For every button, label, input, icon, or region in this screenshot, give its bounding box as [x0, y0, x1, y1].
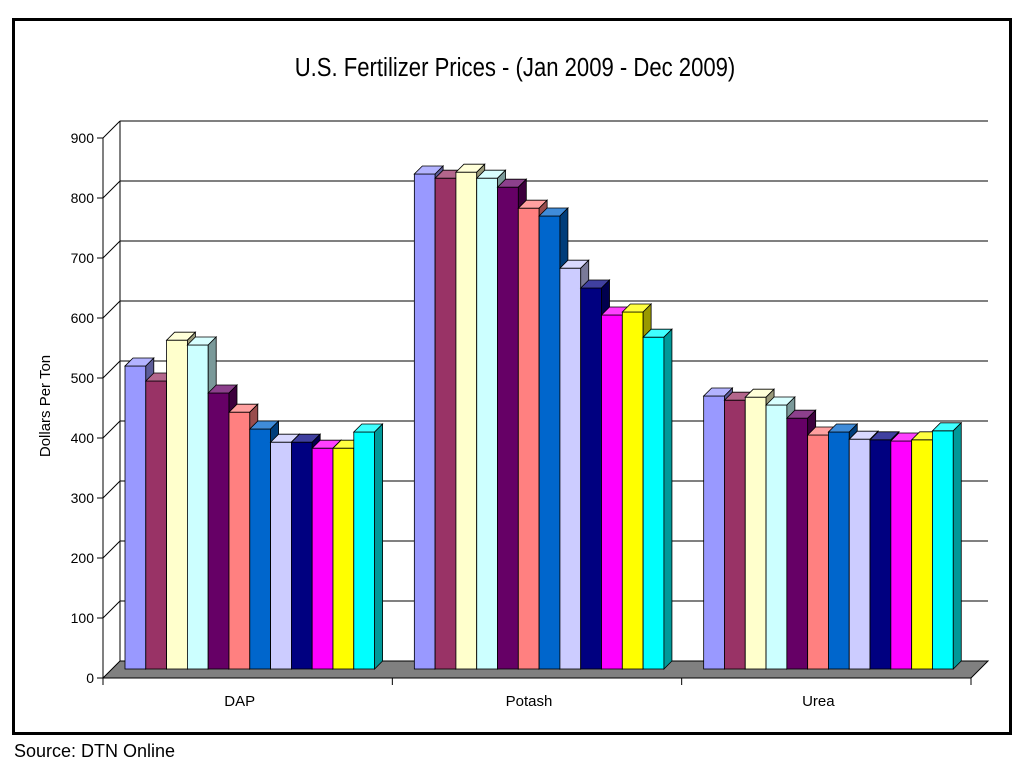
bar-side: [952, 421, 962, 670]
bar: [621, 311, 644, 670]
bar: [848, 438, 871, 670]
y-tick-label: 600: [71, 310, 95, 326]
chart-svg: U.S. Fertilizer Prices - (Jan 2009 - Dec…: [37, 53, 990, 710]
bar: [932, 430, 954, 670]
bar: [311, 447, 334, 670]
y-axis-label: Dollars Per Ton: [37, 355, 54, 457]
bar: [413, 173, 436, 670]
y-tick-label: 900: [71, 130, 95, 146]
y-tick-label: 300: [71, 490, 95, 506]
bar: [559, 267, 582, 670]
bar: [869, 439, 892, 670]
gridline-depth: [102, 180, 121, 199]
gridline-depth: [102, 540, 121, 559]
bar: [724, 399, 746, 670]
bar: [703, 395, 725, 670]
gridline-depth: [102, 600, 121, 619]
bar: [186, 344, 209, 670]
chart-frame: U.S. Fertilizer Prices - (Jan 2009 - Dec…: [12, 18, 1012, 735]
bar: [145, 380, 168, 670]
bar: [538, 215, 561, 670]
gridline-depth: [102, 120, 121, 139]
bar-side: [663, 328, 673, 670]
bar: [434, 177, 457, 670]
y-tick-label: 0: [86, 670, 94, 686]
bar: [765, 404, 788, 670]
bar: [290, 441, 313, 670]
bar: [270, 441, 292, 670]
x-tick-label: DAP: [224, 693, 255, 710]
bar: [601, 314, 623, 670]
gridline-depth: [102, 360, 121, 379]
bar: [249, 428, 272, 670]
bar: [642, 336, 665, 670]
bar-side: [374, 423, 384, 670]
source-note: Source: DTN Online: [14, 741, 176, 761]
x-tick-label: Potash: [506, 693, 553, 710]
bar: [476, 177, 498, 670]
bar: [124, 365, 147, 670]
gridline-depth: [102, 420, 121, 439]
gridline-depth: [102, 240, 121, 259]
bar: [166, 339, 188, 670]
bar: [744, 396, 767, 670]
bar: [455, 171, 478, 670]
bar: [353, 431, 375, 670]
bar: [207, 392, 230, 670]
bar: [497, 186, 519, 670]
x-tick-label: Urea: [802, 693, 835, 710]
plot-area: 0 100 200 300 400 500 600 700 800 900 DAP Potash Ure…: [71, 120, 990, 710]
y-tick-label: 800: [71, 190, 95, 206]
bar: [580, 287, 602, 670]
bar: [828, 431, 850, 670]
bar: [332, 447, 355, 670]
chart-title: U.S. Fertilizer Prices - (Jan 2009 - Dec…: [295, 53, 736, 82]
bar: [890, 440, 913, 670]
bar: [228, 411, 251, 670]
y-tick-label: 700: [71, 250, 95, 266]
y-tick-label: 200: [71, 550, 95, 566]
bar: [517, 207, 540, 670]
bar: [786, 417, 809, 670]
gridline-depth: [102, 480, 121, 499]
y-tick-label: 400: [71, 430, 95, 446]
bar: [911, 439, 933, 670]
bar: [807, 434, 829, 670]
y-tick-label: 500: [71, 370, 95, 386]
gridline-depth: [102, 300, 121, 319]
y-tick-label: 100: [71, 610, 95, 626]
